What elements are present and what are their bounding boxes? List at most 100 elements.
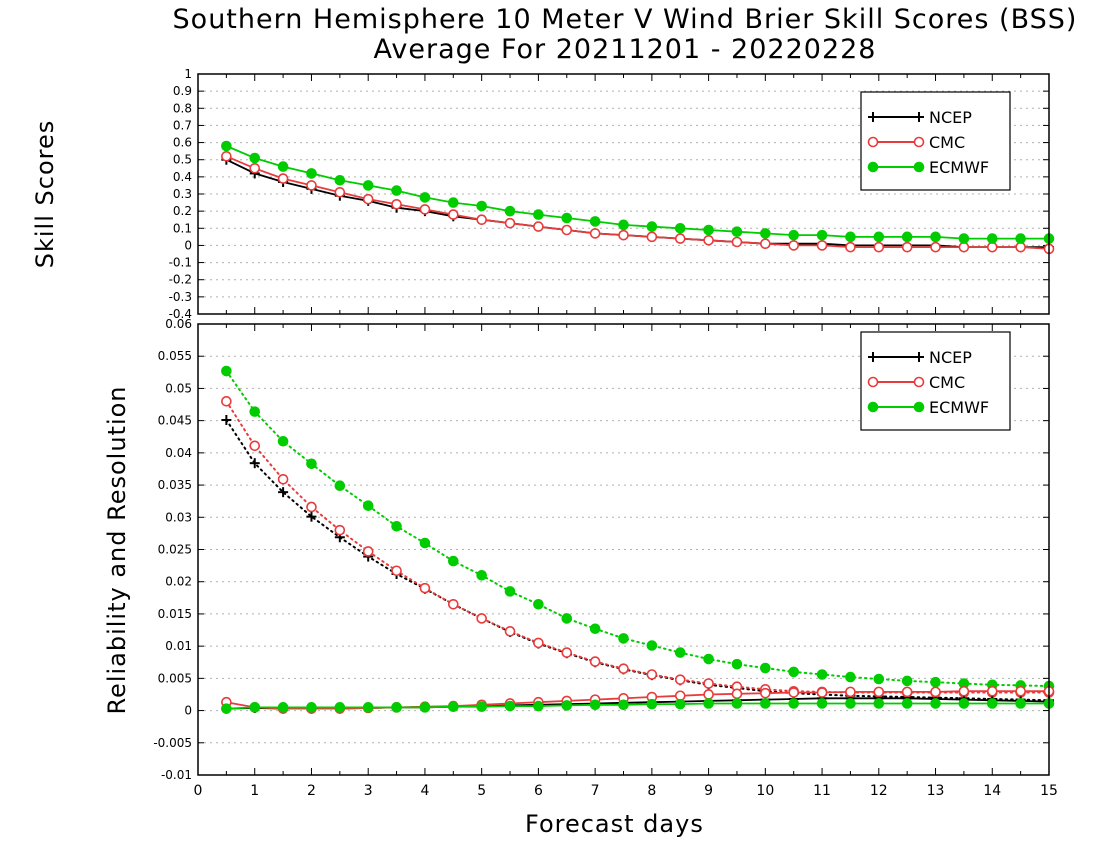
panel1-point-cmc-20	[788, 240, 800, 251]
panel2-point-cmc-reliability-25	[930, 686, 941, 698]
panel2-ytick-label-0-04: 0.04	[165, 446, 192, 460]
panel2-point-ecmwf-reliability-26	[958, 698, 970, 709]
panel1-point-cmc-19	[760, 238, 771, 250]
panel1-point-cmc-21	[816, 240, 828, 251]
panel2-point-ecmwf-resolution-3	[306, 458, 317, 470]
panel1-point-cmc-23	[873, 241, 885, 253]
panel2-point-ecmwf-resolution-20	[788, 666, 800, 678]
panel2-point-cmc-resolution-2	[277, 473, 289, 485]
panel1-point-ecmwf-25	[930, 231, 941, 243]
panel2-point-ecmwf-reliability-0	[221, 703, 232, 714]
panel1-point-cmc-8	[447, 209, 459, 220]
panel2-point-ecmwf-resolution-6	[391, 521, 402, 532]
panel2-legend-marker-end-ecmwf	[913, 401, 925, 413]
panel2-xtick-label-12: 12	[870, 783, 888, 799]
panel2-point-cmc-reliability-23	[873, 686, 885, 698]
panel2-legend-label-ecmwf: ECMWF	[929, 398, 989, 417]
panel2-point-ecmwf-reliability-1	[249, 702, 261, 713]
panel2-point-ecmwf-resolution-25	[930, 676, 941, 688]
panel1-point-cmc-16	[674, 233, 686, 244]
panel2-point-cmc-reliability-21	[816, 687, 828, 698]
panel2-point-ecmwf-resolution-15	[646, 640, 658, 651]
panel2-point-cmc-resolution-13	[589, 656, 601, 667]
panel2-point-cmc-reliability-22	[845, 686, 856, 698]
panel2-point-cmc-resolution-8	[447, 598, 459, 610]
panel1-point-cmc-17	[703, 234, 714, 246]
panel2-point-ecmwf-resolution-0	[221, 365, 232, 377]
panel2-ytick-label-0-055: 0.055	[158, 349, 192, 363]
panel2-xtick-label-1: 1	[250, 783, 259, 799]
chart-title-line1: Southern Hemisphere 10 Meter V Wind Brie…	[172, 4, 1078, 35]
panel2-line-ecmwf-resolution	[225, 370, 1050, 688]
panel2-point-ecmwf-resolution-21	[816, 669, 828, 680]
panel2-point-ecmwf-reliability-15	[646, 698, 658, 710]
panel1-point-cmc-13	[589, 228, 601, 239]
panel2-point-ecmwf-resolution-16	[674, 647, 686, 658]
chart-title-line2: Average For 20211201 - 20220228	[373, 34, 877, 65]
panel1-point-cmc-26	[958, 241, 970, 253]
panel1-point-cmc-11	[533, 221, 544, 232]
reliability-resolution-panel: -0.01 -0.005 0 0.005 0.01 0.015 0.02 0.025 0.03 0…	[153, 317, 1058, 799]
panel1-ytick-label-0-2: -0.2	[169, 273, 192, 287]
panel1-frame	[197, 73, 1050, 315]
panel2-point-cmc-resolution-3	[306, 501, 317, 513]
panel2-point-cmc-resolution-6	[391, 565, 402, 577]
panel2-legend-marker-end-cmc	[913, 376, 925, 388]
panel2-xtick-label-15: 15	[1040, 783, 1058, 799]
panel2-frame	[197, 323, 1050, 776]
panel1-ytick-label-0-9: 0.9	[173, 84, 192, 98]
panel2-xtick-label-7: 7	[591, 783, 600, 799]
panel1-point-ecmwf-7	[419, 192, 431, 203]
panel1-ytick-label-0-8: 0.8	[173, 101, 192, 115]
panel2-ytick-label-0-06: 0.06	[165, 317, 192, 331]
panel2-point-ecmwf-resolution-1	[249, 406, 261, 417]
panel2-ytick-label-0-025: 0.025	[158, 543, 192, 557]
panel1-legend-label-ncep: NCEP	[929, 108, 972, 127]
panel2-legend-label-cmc: CMC	[929, 373, 965, 392]
panel2-point-cmc-resolution-0	[221, 396, 232, 407]
panel1-point-cmc-24	[901, 241, 913, 253]
panel2-point-ecmwf-reliability-16	[674, 698, 686, 710]
panel2-point-ecmwf-resolution-17	[703, 653, 714, 665]
panel1-ytick-label-0-6: 0.6	[173, 136, 192, 150]
panel2-point-ecmwf-resolution-13	[589, 623, 601, 635]
panel2-ytick-label-0-035: 0.035	[158, 478, 192, 492]
panel1-legend-label-cmc: CMC	[929, 133, 965, 152]
panel2-point-ecmwf-reliability-7	[419, 702, 431, 713]
panel1-point-ecmwf-6	[391, 185, 402, 196]
panel1-point-ecmwf-2	[277, 161, 289, 172]
panel1-point-ecmwf-0	[221, 140, 232, 152]
panel1-point-cmc-2	[277, 173, 289, 184]
panel1-point-cmc-5	[362, 193, 374, 205]
panel2-point-ecmwf-reliability-13	[589, 699, 601, 711]
panel2-ytick-label-0-005: 0.005	[158, 671, 192, 685]
panel2-xtick-label-2: 2	[307, 783, 316, 799]
panel2-point-ecmwf-resolution-10	[504, 586, 516, 597]
panel2-xtick-label-3: 3	[364, 783, 373, 799]
panel2-point-cmc-resolution-15	[646, 669, 658, 680]
panel1-point-ecmwf-5	[362, 180, 374, 191]
panel2-point-ecmwf-resolution-19	[760, 662, 771, 674]
panel1-point-cmc-1	[249, 162, 261, 174]
panel1-point-cmc-15	[646, 231, 658, 243]
panel1-point-cmc-28	[1015, 241, 1026, 253]
panel2-point-ecmwf-resolution-4	[334, 480, 346, 492]
panel1-point-cmc-6	[391, 198, 402, 210]
panel1-series-cmc	[221, 150, 1055, 255]
panel2-point-ecmwf-resolution-14	[618, 633, 629, 644]
panel1-ytick-label-0-1: -0.1	[169, 256, 192, 270]
panel1-legend-marker-start-ncep	[868, 112, 878, 122]
panel1-legend-marker-start-cmc	[867, 136, 879, 148]
panel1-point-ecmwf-19	[760, 228, 771, 239]
panel2-point-cmc-resolution-11	[533, 637, 544, 649]
panel2-series-ecmwf-reliability	[221, 698, 1055, 714]
panel1-legend: NCEP CMC ECMWF	[860, 91, 1011, 191]
panel1-point-cmc-25	[930, 241, 941, 253]
panel2-point-ecmwf-reliability-28	[1015, 698, 1026, 709]
panel2-point-ecmwf-reliability-6	[391, 702, 402, 713]
panel2-point-ecmwf-reliability-4	[334, 702, 346, 713]
panel2-point-ecmwf-reliability-21	[816, 698, 828, 709]
panel1-point-cmc-27	[986, 241, 998, 253]
panel2-ytick-label-0-005: -0.005	[153, 736, 192, 750]
